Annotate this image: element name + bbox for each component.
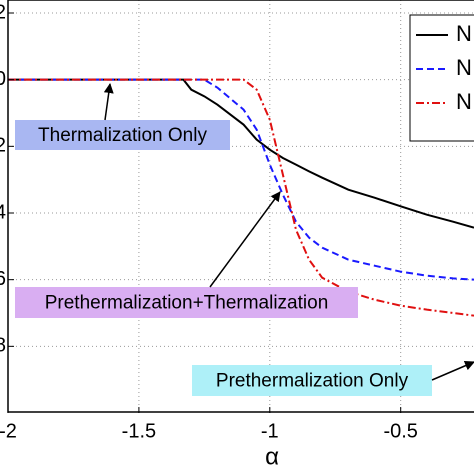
annotation-text: Thermalization Only [38, 125, 207, 146]
annotation-arrow [431, 360, 474, 381]
x-tick-label: -0.5 [383, 420, 417, 442]
y-tick-label: 0.2 [0, 135, 6, 157]
y-tick-label: -0.2 [0, 1, 6, 23]
x-tick-label: -2 [0, 420, 17, 442]
series-line [8, 78, 474, 317]
x-axis-label: α [265, 443, 279, 470]
plot-frame [7, 0, 474, 413]
annotations: Thermalization Only Prethermalization+The… [15, 83, 474, 396]
annotation-text: Prethermalization Only [216, 371, 409, 392]
annotation-box [192, 365, 432, 396]
y-tick-label: 0.4 [0, 201, 6, 223]
x-tick-label: -1 [261, 420, 279, 442]
annotation-text: Prethermalization+Thermalization [45, 293, 329, 314]
series-line [8, 78, 474, 281]
legend: NNN [409, 14, 474, 142]
annotation-arrow [103, 83, 114, 121]
ticks: -0.2 0 0.2 0.4 0.6 0.8 -2 -1.5 -1 -0.5 [0, 1, 418, 442]
y-tick-label: 0.8 [0, 335, 6, 357]
annotation-arrow [209, 191, 281, 288]
lines [8, 78, 474, 317]
legend-label: N [456, 55, 472, 80]
annotation-box [15, 287, 358, 318]
annotation-box [15, 120, 230, 150]
y-tick-label: 0 [0, 68, 6, 90]
legend-label: N [456, 21, 472, 46]
legend-label: N [456, 89, 472, 114]
y-tick-label: 0.6 [0, 268, 6, 290]
series-line [8, 78, 474, 229]
x-tick-label: -1.5 [122, 420, 156, 442]
